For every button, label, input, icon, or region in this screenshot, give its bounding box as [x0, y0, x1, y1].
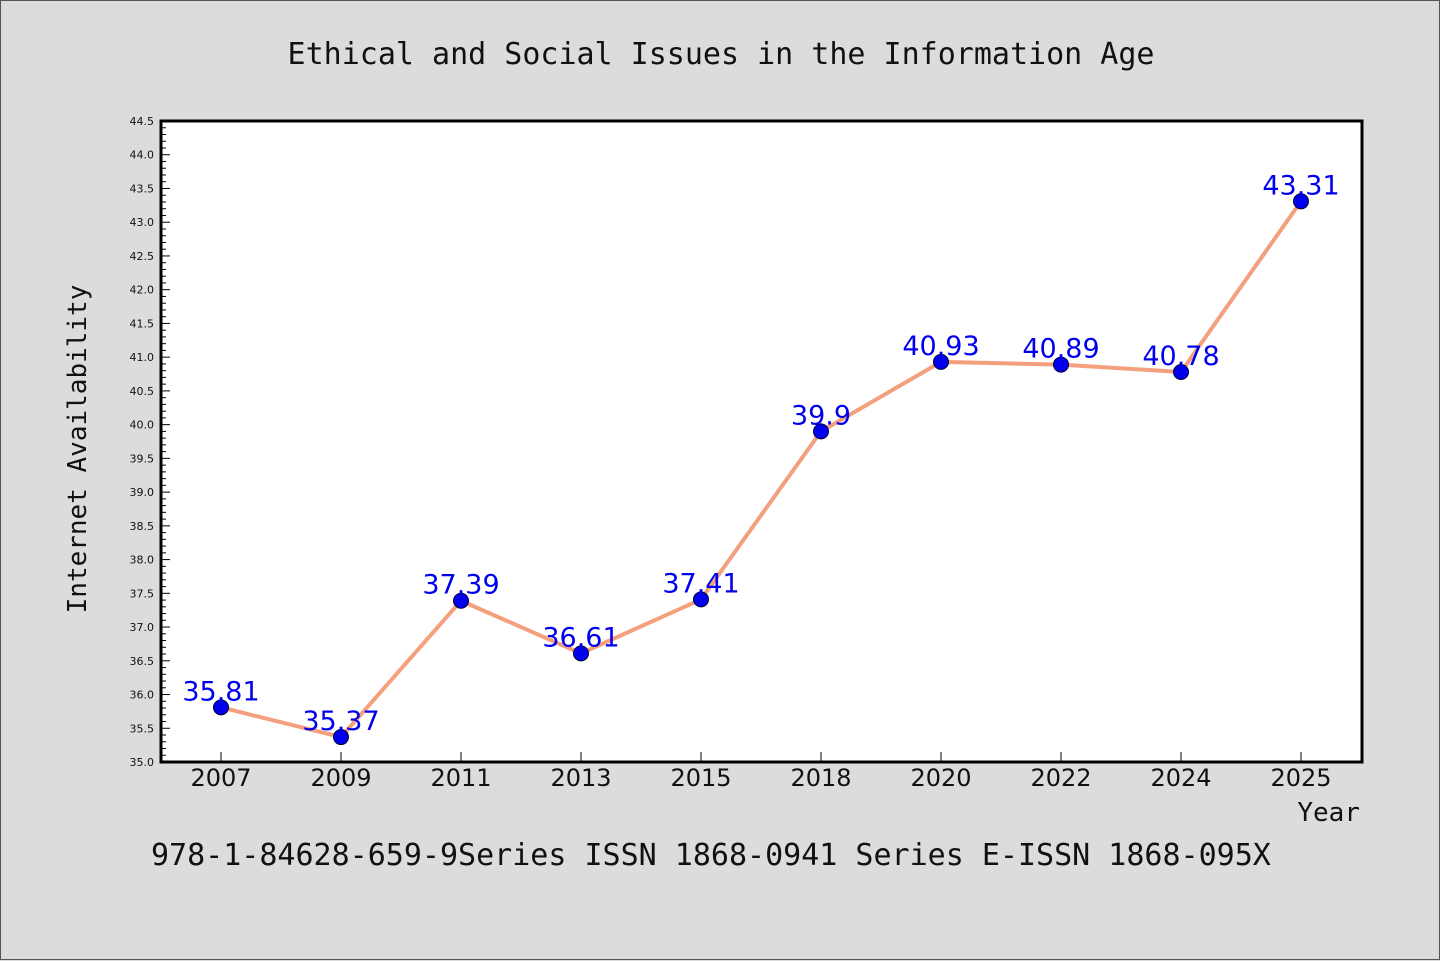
data-label: 40.89	[1022, 334, 1099, 365]
x-tick-label: 2009	[310, 764, 371, 792]
y-axis: 35.0 35.5 36.0 36.5 37.0 37.5 38.0 38.5 39.0 39.5…	[130, 115, 170, 769]
chart-title: Ethical and Social Issues in the Informa…	[288, 37, 1155, 72]
y-tick-label: 37.5	[130, 587, 155, 600]
data-label: 35.37	[302, 706, 379, 737]
y-tick-label: 43.5	[130, 182, 155, 195]
data-label: 43.31	[1262, 170, 1339, 201]
data-point	[453, 592, 469, 609]
data-label: 35.81	[182, 676, 259, 707]
data-point	[573, 645, 589, 662]
y-tick-label: 41.5	[130, 317, 155, 330]
y-tick-label: 44.0	[130, 149, 155, 162]
y-tick-label: 44.5	[130, 115, 155, 128]
y-tick-label: 38.0	[130, 554, 155, 567]
data-label: 37.39	[422, 570, 499, 601]
y-tick-label: 40.0	[130, 419, 155, 432]
x-tick-label: 2013	[550, 764, 611, 792]
data-point	[1173, 364, 1189, 381]
series-line	[220, 200, 1303, 740]
y-tick-label: 39.0	[130, 486, 155, 499]
y-tick-label: 36.0	[130, 689, 155, 702]
data-label: 40.78	[1142, 341, 1219, 372]
data-label: 40.93	[902, 331, 979, 362]
data-label: 39.9	[791, 400, 851, 431]
y-tick-label: 37.0	[130, 621, 155, 634]
x-tick-label: 2015	[670, 764, 731, 792]
y-tick-label: 38.5	[130, 520, 155, 533]
data-point	[1293, 193, 1309, 210]
data-label: 36.61	[542, 622, 619, 653]
data-point	[333, 729, 349, 746]
data-point	[813, 423, 829, 440]
data-labels: 35.81 35.37 37.39 36.61 37.41 39.9 40.93 40.89 4…	[182, 170, 1339, 737]
y-axis-label: Internet Availability	[63, 285, 93, 614]
footer-isbn: 978-1-84628-659-9Series ISSN 1868-0941 S…	[151, 838, 1271, 873]
data-point	[1053, 356, 1069, 373]
x-tick-label: 2018	[790, 764, 851, 792]
y-tick-label: 39.5	[130, 452, 155, 465]
data-point	[693, 591, 709, 608]
y-tick-label: 42.0	[130, 284, 155, 297]
x-tick-label: 2024	[1150, 764, 1211, 792]
y-tick-label: 43.0	[130, 216, 155, 229]
y-tick-label: 36.5	[130, 655, 155, 668]
data-point	[933, 353, 949, 370]
x-axis-label: Year	[1297, 798, 1360, 828]
x-tick-label: 2025	[1270, 764, 1331, 792]
y-tick-label: 42.5	[130, 250, 155, 263]
data-label: 37.41	[662, 568, 739, 599]
y-tick-label: 41.0	[130, 351, 155, 364]
x-tick-label: 2011	[430, 764, 491, 792]
y-tick-label: 35.5	[130, 722, 155, 735]
y-tick-label: 35.0	[130, 756, 155, 769]
x-tick-label: 2020	[910, 764, 971, 792]
data-point	[213, 699, 229, 716]
x-tick-label: 2022	[1030, 764, 1091, 792]
series-line-group	[213, 193, 1309, 746]
plot-area	[159, 119, 1364, 764]
x-axis: 2007 2009 2011 2013 2015 2018 2020 2022 2024 2025	[190, 752, 1332, 792]
x-tick-label: 2007	[190, 764, 251, 792]
y-tick-label: 40.5	[130, 385, 155, 398]
